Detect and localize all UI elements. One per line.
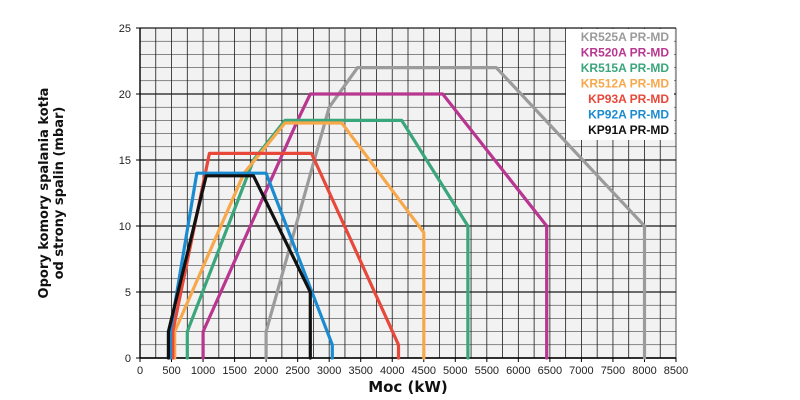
x-tick-label: 6000 (506, 365, 530, 377)
x-tick-label: 3500 (348, 365, 372, 377)
legend-entry: KR525A PR-MD (581, 30, 670, 44)
x-tick-label: 7000 (569, 365, 593, 377)
x-tick-labels: 0 500 1000 1500 2000 2500 3000 3500 4000 4500 5000… (137, 365, 688, 377)
legend-background (566, 29, 674, 140)
x-tick-label: 8500 (664, 365, 688, 377)
x-tick-label: 3000 (317, 365, 341, 377)
legend-entry: KP92A PR-MD (588, 108, 669, 122)
x-tick-label: 4500 (412, 365, 436, 377)
series-line (166, 174, 312, 360)
y-tick-label: 5 (125, 287, 131, 299)
series-line (173, 121, 426, 360)
x-tick-label: 1500 (222, 365, 246, 377)
x-tick-label: 1000 (191, 365, 215, 377)
y-axis-title-line-2: od strony spalin (mbar) (52, 107, 67, 280)
series-line (201, 92, 549, 360)
series-line (264, 65, 647, 360)
y-tick-label: 10 (119, 221, 131, 233)
x-tick-label: 0 (137, 365, 143, 377)
legend-entry: KR520A PR-MD (581, 46, 670, 60)
x-tick-label: 8000 (632, 365, 656, 377)
y-tick-label: 20 (119, 89, 131, 101)
y-tick-label: 0 (125, 353, 131, 365)
x-tick-label: 500 (162, 365, 180, 377)
x-tick-label: 2000 (254, 365, 278, 377)
y-tick-labels: 0 5 10 15 20 25 (119, 23, 131, 365)
x-tick-label: 2500 (285, 365, 309, 377)
series-line (185, 118, 470, 360)
y-axis-title-line-1: Opory komory spalania kotła (37, 88, 52, 299)
legend-entry: KR512A PR-MD (581, 77, 670, 91)
x-tick-label: 5000 (443, 365, 467, 377)
y-tick-label: 25 (119, 23, 131, 35)
y-axis-title-group: Opory komory spalania kotła od strony sp… (37, 88, 67, 299)
legend-entry: KR515A PR-MD (581, 61, 670, 75)
x-tick-label: 7500 (601, 365, 625, 377)
x-tick-label: 5500 (475, 365, 499, 377)
x-tick-label: 4000 (380, 365, 404, 377)
y-tick-label: 15 (119, 155, 131, 167)
x-axis-title: Moc (kW) (368, 378, 448, 396)
legend-entry: KP91A PR-MD (588, 123, 669, 137)
series-lines (166, 65, 647, 360)
series-line (171, 151, 401, 360)
legend-entry: KP93A PR-MD (588, 92, 669, 106)
series-line (168, 171, 334, 360)
x-tick-label: 6500 (538, 365, 562, 377)
